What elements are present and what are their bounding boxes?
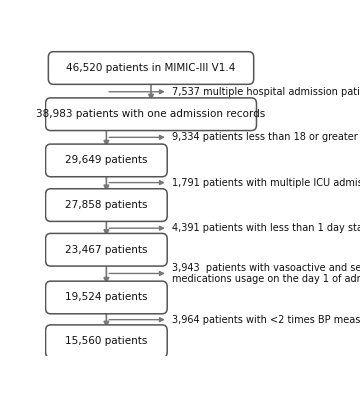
Text: 19,524 patients: 19,524 patients: [65, 292, 148, 302]
Text: 7,537 multiple hospital admission patients: 7,537 multiple hospital admission patien…: [172, 87, 360, 97]
Text: 23,467 patients: 23,467 patients: [65, 245, 148, 255]
FancyBboxPatch shape: [48, 52, 254, 84]
Text: 15,560 patients: 15,560 patients: [65, 336, 148, 346]
Text: 4,391 patients with less than 1 day stay in ICU: 4,391 patients with less than 1 day stay…: [172, 223, 360, 233]
Text: 29,649 patients: 29,649 patients: [65, 156, 148, 166]
FancyBboxPatch shape: [46, 325, 167, 358]
FancyBboxPatch shape: [46, 281, 167, 314]
Text: 3,943  patients with vasoactive and sedative
medications usage on the day 1 of a: 3,943 patients with vasoactive and sedat…: [172, 263, 360, 284]
FancyBboxPatch shape: [46, 144, 167, 177]
FancyBboxPatch shape: [46, 98, 256, 130]
Text: 46,520 patients in MIMIC-III V1.4: 46,520 patients in MIMIC-III V1.4: [66, 63, 236, 73]
Text: 1,791 patients with multiple ICU admission: 1,791 patients with multiple ICU admissi…: [172, 178, 360, 188]
Text: 38,983 patients with one admission records: 38,983 patients with one admission recor…: [36, 109, 266, 119]
FancyBboxPatch shape: [46, 189, 167, 222]
FancyBboxPatch shape: [46, 234, 167, 266]
Text: 27,858 patients: 27,858 patients: [65, 200, 148, 210]
Text: 3,964 patients with <2 times BP measured: 3,964 patients with <2 times BP measured: [172, 315, 360, 325]
Text: 9,334 patients less than 18 or greater than 89: 9,334 patients less than 18 or greater t…: [172, 132, 360, 142]
